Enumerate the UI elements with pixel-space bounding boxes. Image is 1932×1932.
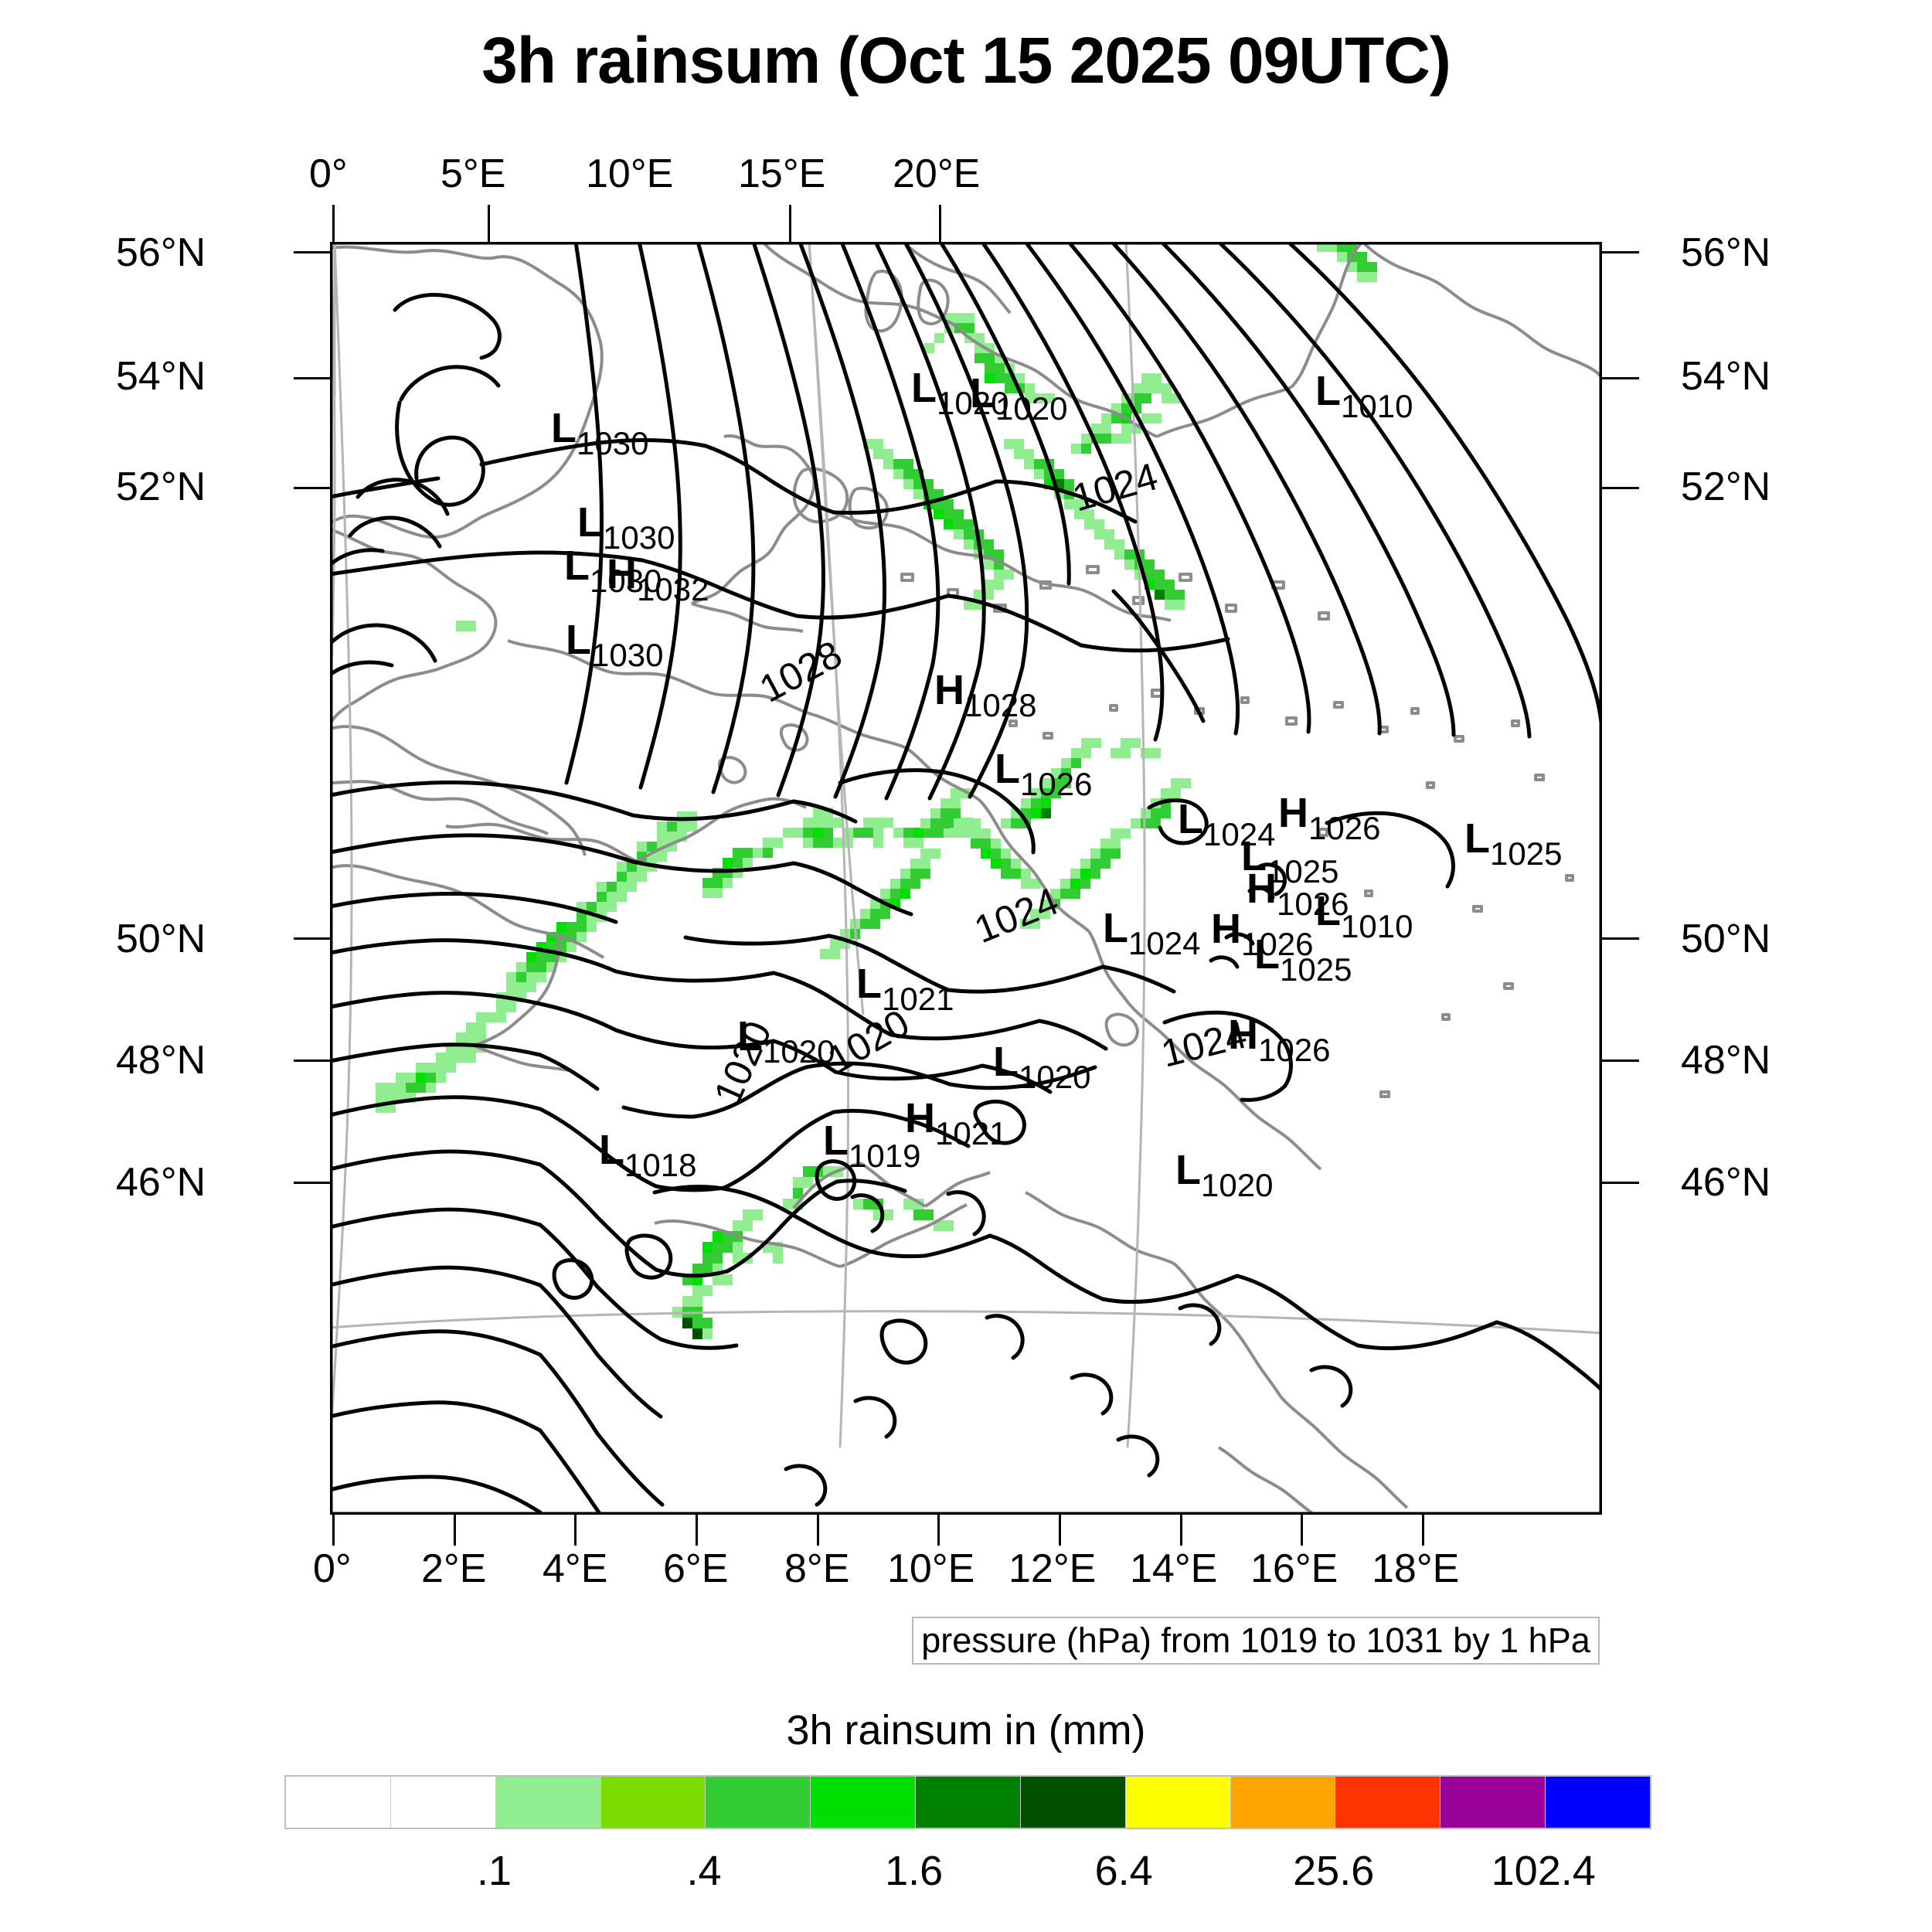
axis-tick-left	[294, 937, 331, 940]
pressure-extremum-H-1026: H1026	[1278, 790, 1380, 846]
right-axis-label-54N: 54°N	[1681, 354, 1771, 399]
left-axis-label-56N: 56°N	[116, 230, 206, 275]
right-axis-label-52N: 52°N	[1681, 464, 1771, 509]
colorbar[interactable]	[284, 1775, 1651, 1829]
right-axis-label-46N: 46°N	[1681, 1160, 1771, 1205]
bottom-axis-label-9: 18°E	[1372, 1546, 1460, 1591]
axis-tick-bottom	[332, 1515, 335, 1546]
bottom-axis-label-0: 0°	[313, 1546, 352, 1591]
axis-tick-left	[294, 377, 331, 379]
pressure-extremum-L-1010: L1010	[1315, 368, 1413, 424]
axis-tick-right	[1602, 1060, 1639, 1062]
top-axis-label-1: 5°E	[440, 151, 506, 196]
bottom-axis-label-5: 10°E	[887, 1546, 975, 1591]
axis-tick-bottom	[696, 1515, 698, 1546]
pressure-legend: pressure (hPa) from 1019 to 1031 by 1 hP…	[912, 1617, 1600, 1665]
page-title: 3h rainsum (Oct 15 2025 09UTC)	[481, 24, 1451, 97]
isobars	[330, 242, 1602, 1515]
contour-label-1024: 1024	[968, 879, 1064, 952]
pressure-extremum-L-1030: L1030	[566, 617, 663, 673]
left-axis-label-46N: 46°N	[116, 1160, 206, 1205]
colorbar-cell-10[interactable]	[1335, 1777, 1441, 1828]
map-canvas[interactable]: L1030 L1030 L1030 H1032 L1030 L1020 L1020 L1010…	[330, 242, 1602, 1515]
colorbar-cell-7[interactable]	[1020, 1777, 1126, 1828]
pressure-legend-text: pressure (hPa) from 1019 to 1031 by 1 hP…	[921, 1621, 1590, 1660]
pressure-extremum-L-1025: L1025	[1254, 931, 1352, 988]
bottom-axis-label-6: 12°E	[1009, 1546, 1097, 1591]
pressure-extremum-L-1010: L1010	[1315, 888, 1413, 944]
left-axis-label-52N: 52°N	[116, 464, 206, 509]
axis-tick-bottom	[1422, 1515, 1424, 1546]
axis-tick-top	[939, 205, 941, 242]
pressure-extremum-L-1030: L1030	[551, 405, 648, 461]
pressure-extremum-H-1032: H1032	[607, 551, 709, 607]
axis-tick-bottom	[454, 1515, 456, 1546]
colorbar-title: 3h rainsum in (mm)	[786, 1707, 1146, 1753]
axis-tick-left	[294, 1182, 331, 1184]
left-axis-label-50N: 50°N	[116, 917, 206, 961]
right-axis-label-50N: 50°N	[1681, 917, 1771, 961]
axis-tick-right	[1602, 377, 1639, 379]
colorbar-cell-4[interactable]	[706, 1777, 811, 1828]
colorbar-cell-11[interactable]	[1440, 1777, 1546, 1828]
axis-tick-left	[294, 1060, 331, 1062]
top-axis-label-3: 15°E	[738, 151, 826, 196]
contour-label-1024: 1024	[1157, 1012, 1250, 1075]
colorbar-tick-0: .1	[477, 1848, 512, 1894]
axis-tick-top	[488, 205, 490, 242]
map-frame	[330, 242, 1602, 1515]
colorbar-cell-5[interactable]	[811, 1777, 917, 1828]
axis-tick-right	[1602, 487, 1639, 489]
axis-tick-bottom	[937, 1515, 940, 1546]
bottom-axis-label-8: 16°E	[1250, 1546, 1338, 1591]
colorbar-cell-1[interactable]	[390, 1777, 496, 1828]
pressure-extremum-L-1030: L1030	[577, 499, 675, 556]
axis-tick-right	[1602, 251, 1639, 253]
coastlines	[330, 242, 1602, 1515]
contour-label-1028: 1028	[753, 632, 849, 711]
colorbar-cell-0[interactable]	[286, 1777, 391, 1828]
colorbar-tick-2: 1.6	[885, 1848, 944, 1894]
axis-tick-bottom	[817, 1515, 819, 1546]
colorbar-tick-3: 6.4	[1094, 1848, 1153, 1894]
bottom-axis-label-1: 2°E	[421, 1546, 487, 1591]
axis-tick-bottom	[1059, 1515, 1061, 1546]
bottom-axis-label-4: 8°E	[784, 1546, 850, 1591]
graticule	[330, 242, 1602, 1448]
colorbar-cell-12[interactable]	[1546, 1777, 1650, 1828]
pressure-extremum-L-1020: L1020	[1175, 1147, 1273, 1203]
colorbar-tick-5: 102.4	[1491, 1848, 1596, 1894]
right-axis-label-48N: 48°N	[1681, 1038, 1771, 1083]
bottom-axis-label-2: 4°E	[543, 1546, 608, 1591]
colorbar-tick-4: 25.6	[1293, 1848, 1375, 1894]
colorbar-cell-8[interactable]	[1125, 1777, 1231, 1828]
right-axis-label-56N: 56°N	[1681, 230, 1771, 275]
colorbar-cell-6[interactable]	[916, 1777, 1021, 1828]
left-axis-label-54N: 54°N	[116, 354, 206, 399]
axis-tick-top	[789, 205, 791, 242]
pressure-extremum-L-1025: L1025	[1464, 815, 1562, 872]
top-axis-label-0: 0°	[309, 151, 348, 196]
bottom-axis-label-7: 14°E	[1130, 1546, 1218, 1591]
axis-tick-top	[332, 205, 335, 242]
axis-tick-left	[294, 487, 331, 489]
axis-tick-left	[294, 251, 331, 253]
colorbar-cell-3[interactable]	[600, 1777, 706, 1828]
left-axis-label-48N: 48°N	[116, 1038, 206, 1083]
axis-tick-bottom	[574, 1515, 577, 1546]
axis-tick-bottom	[1301, 1515, 1303, 1546]
top-axis-label-4: 20°E	[893, 151, 981, 196]
axis-tick-bottom	[1180, 1515, 1182, 1546]
pressure-extremum-L-1018: L1018	[599, 1127, 696, 1183]
colorbar-cell-2[interactable]	[495, 1777, 601, 1828]
axis-tick-right	[1602, 1182, 1639, 1184]
top-axis-label-2: 10°E	[586, 151, 674, 196]
bottom-axis-label-3: 6°E	[663, 1546, 729, 1591]
pressure-extremum-L-1024: L1024	[1103, 905, 1200, 961]
colorbar-cell-9[interactable]	[1230, 1777, 1336, 1828]
axis-tick-right	[1602, 937, 1639, 940]
colorbar-tick-1: .4	[686, 1848, 722, 1894]
